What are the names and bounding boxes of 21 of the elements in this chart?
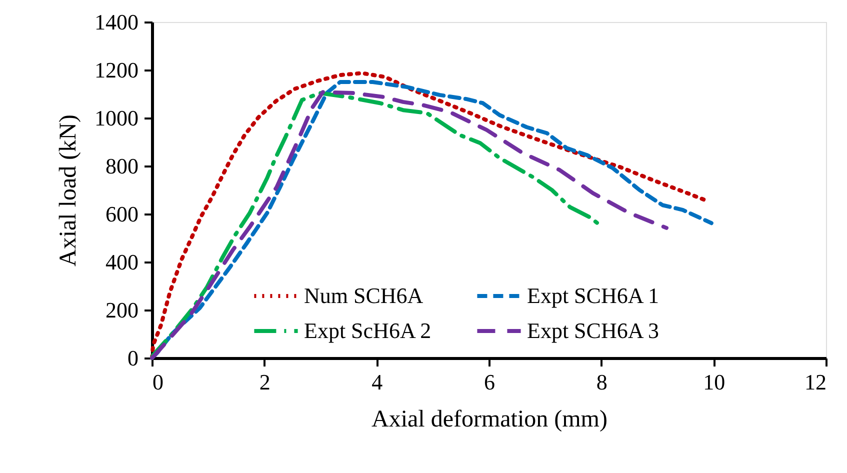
y-tick-label: 800 [106,154,138,178]
y-tick-label: 1000 [94,106,138,130]
y-tick-label: 0 [128,346,138,370]
x-tick-label: 8 [596,370,608,394]
y-axis-title: Axial load (kN) [56,114,82,266]
legend-label: Expt ScH6A 2 [304,318,432,343]
y-tick-label: 1200 [94,58,138,82]
x-axis-title: Axial deformation (mm) [372,406,608,432]
x-tick-label: 0 [152,370,164,394]
y-tick-label: 600 [106,202,138,226]
legend-label: Num SCH6A [304,283,424,308]
y-tick-label: 400 [106,250,138,274]
x-tick-label: 4 [372,370,383,394]
y-tick-label: 1400 [94,10,138,34]
x-tick-label: 2 [259,370,270,394]
x-tick-label: 12 [804,370,826,394]
x-tick-label: 10 [703,370,726,394]
x-tick-label: 6 [484,370,495,394]
y-tick-label: 200 [106,298,138,322]
legend-label: Expt SCH6A 1 [527,283,660,308]
legend-label: Expt SCH6A 3 [527,318,660,343]
